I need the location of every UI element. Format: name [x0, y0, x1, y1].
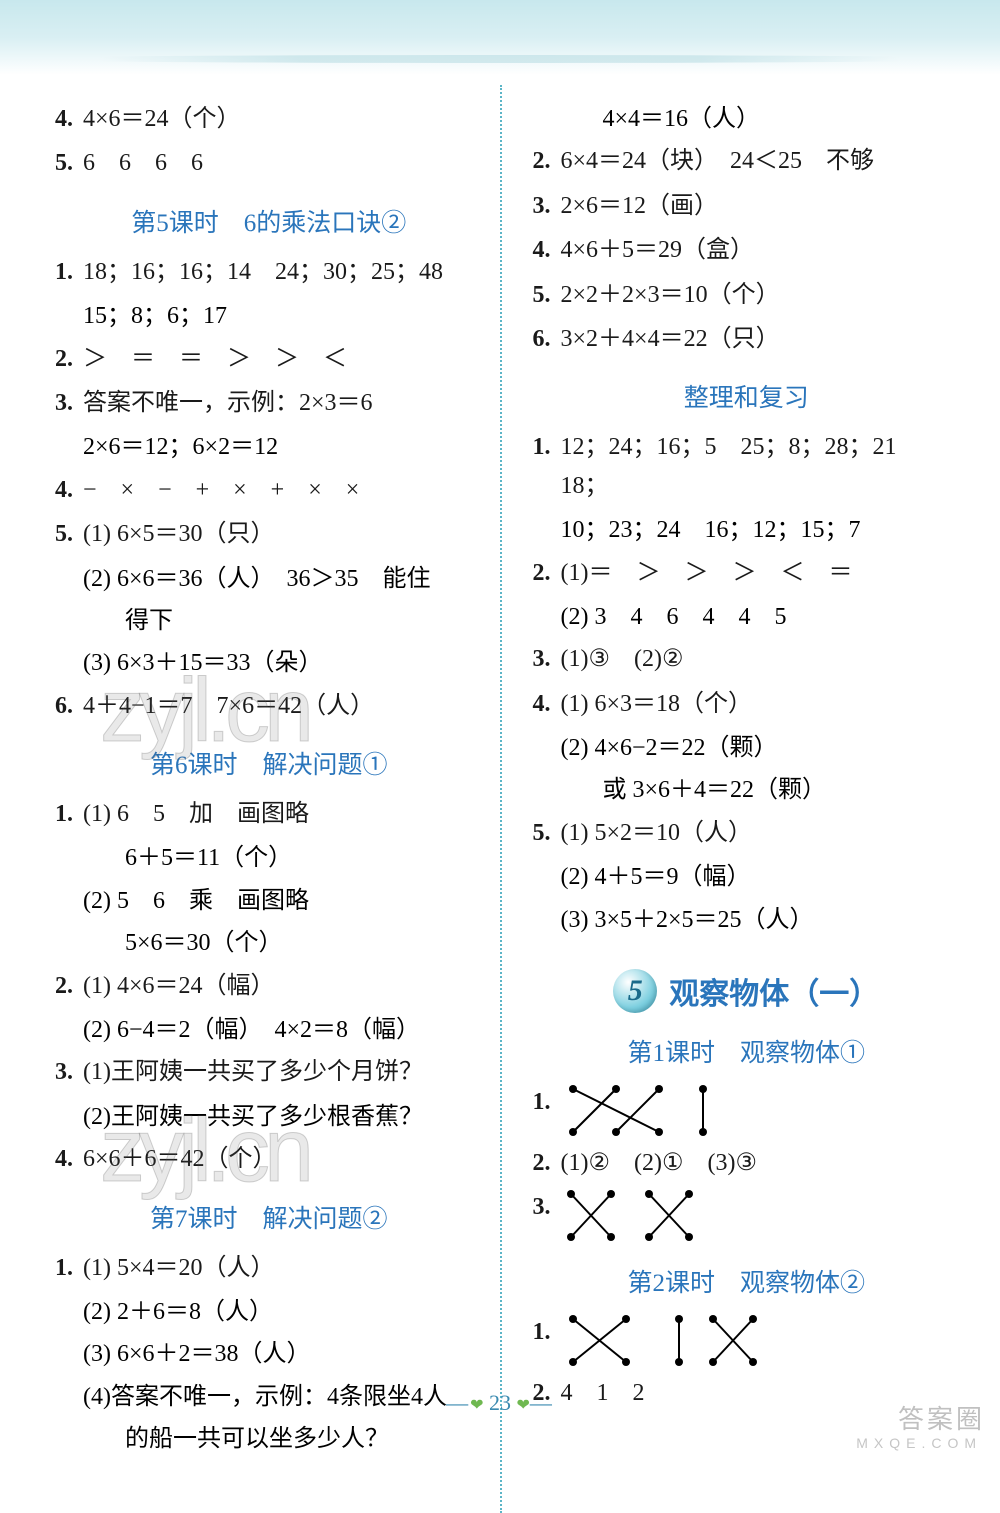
answer-item: 1.18；16；16；14 24；30；25；48 — [55, 253, 483, 291]
page-footer: —❤ 23 ❤— — [0, 1390, 1000, 1416]
chapter-name: 观察物体（一） — [669, 969, 879, 1013]
answer-item: 1.12；24；16；5 25；8；28；21 18； — [533, 428, 961, 505]
match-diagram — [561, 1083, 961, 1138]
obs1-q2: 2. (1)② (2)① (3)③ — [533, 1144, 961, 1182]
answer-sub: (3) 3×5＋2×5＝25（人） — [533, 901, 961, 939]
answer-sub: 4×4＝16（人） — [533, 100, 961, 138]
page-number: 23 — [489, 1390, 511, 1415]
section-5-title: 第5课时 6的乘法口诀② — [55, 203, 483, 239]
answer-sub: (2) 3 4 6 4 4 5 — [533, 598, 961, 636]
answer-sub: (3) 6×3＋15＝33（朵） — [55, 644, 483, 682]
answer-item: 3.答案不唯一，示例：2×3＝6 — [55, 384, 483, 422]
obs2-q1: 1. — [533, 1313, 961, 1368]
answer-item: 4.6×6＋6＝42（个） — [55, 1140, 483, 1178]
answer-item: 2.6×4＝24（块） 24＜25 不够 — [533, 142, 961, 180]
match-diagram — [561, 1313, 961, 1368]
chapter-number-badge: 5 — [613, 969, 657, 1013]
corner-watermark: 答案圈 — [898, 1399, 985, 1436]
obs1-q3: 3. — [533, 1188, 961, 1243]
answer-item: 6.4＋4−1＝7 7×6＝42（人） — [55, 687, 483, 725]
answer-item: 4.− × − + × + × × — [55, 471, 483, 509]
column-divider — [500, 85, 502, 1513]
answer-item: 4.4×6＝24（个） — [55, 100, 483, 138]
right-column: 4×4＝16（人） 2.6×4＝24（块） 24＜25 不够 3.2×6＝12（画）… — [508, 100, 961, 1463]
answer-sub: (2) 4×6−2＝22（颗） — [533, 729, 961, 767]
answer-sub: (2) 5 6 乘 画图略 — [55, 882, 483, 920]
answer-sub: 6＋5＝11（个） — [55, 839, 483, 877]
answer-item: 3.2×6＝12（画） — [533, 187, 961, 225]
answer-item: 3.(1)王阿姨一共买了多少个月饼？ — [55, 1053, 483, 1091]
answer-item: 5.(1) 6×5＝30（只） — [55, 515, 483, 553]
answer-sub: (2) 6×6＝36（人） 36＞35 能住 — [55, 560, 483, 598]
answer-sub: 或 3×6＋4＝22（颗） — [533, 771, 961, 809]
answer-item: 5.2×2＋2×3＝10（个） — [533, 276, 961, 314]
answer-item: 4.4×6＋5＝29（盒） — [533, 231, 961, 269]
content-area: 4.4×6＝24（个） 5.6 6 6 6 第5课时 6的乘法口诀② 1.18；1… — [0, 75, 1000, 1463]
answer-item: 3.(1)③ (2)② — [533, 640, 961, 678]
answer-item: 6.3×2＋4×4＝22（只） — [533, 320, 961, 358]
answer-item: 5.6 6 6 6 — [55, 144, 483, 182]
answer-sub: 得下 — [55, 602, 483, 640]
answer-item: 4.(1) 6×3＝18（个） — [533, 685, 961, 723]
section-6-title: 第6课时 解决问题① — [55, 745, 483, 781]
answer-sub: (2) 4＋5＝9（幅） — [533, 858, 961, 896]
answer-sub: (2) 6−4＝2（幅） 4×2＝8（幅） — [55, 1011, 483, 1049]
answer-sub: 2×6＝12；6×2＝12 — [55, 428, 483, 466]
top-banner — [0, 0, 1000, 75]
review-title: 整理和复习 — [533, 378, 961, 414]
corner-url: MXQE.COM — [856, 1435, 982, 1451]
answer-sub: 的船一共可以坐多少人？ — [55, 1420, 483, 1458]
answer-item: 2.＞ ＝ ＝ ＞ ＞ ＜ — [55, 340, 483, 378]
answer-sub: (2)王阿姨一共买了多少根香蕉？ — [55, 1098, 483, 1136]
obs1-q1: 1. — [533, 1083, 961, 1138]
answer-item: 5.(1) 5×2＝10（人） — [533, 814, 961, 852]
answer-sub: 15；8；6；17 — [55, 297, 483, 335]
match-diagram — [561, 1188, 961, 1243]
obs2-title: 第2课时 观察物体② — [533, 1263, 961, 1299]
answer-item: 1.(1) 6 5 加 画图略 — [55, 795, 483, 833]
answer-sub: 10；23；24 16；12；15；7 — [533, 511, 961, 549]
answer-item: 2.(1) 4×6＝24（幅） — [55, 967, 483, 1005]
answer-item: 1.(1) 5×4＝20（人） — [55, 1249, 483, 1287]
left-column: 4.4×6＝24（个） 5.6 6 6 6 第5课时 6的乘法口诀② 1.18；1… — [55, 100, 508, 1463]
obs1-title: 第1课时 观察物体① — [533, 1033, 961, 1069]
chapter-5-header: 5 观察物体（一） — [533, 969, 961, 1013]
answer-sub: 5×6＝30（个） — [55, 924, 483, 962]
answer-sub: (2) 2＋6＝8（人） — [55, 1293, 483, 1331]
answer-sub: (3) 6×6＋2＝38（人） — [55, 1335, 483, 1373]
section-7-title: 第7课时 解决问题② — [55, 1199, 483, 1235]
answer-item: 2.(1)＝ ＞ ＞ ＞ ＜ ＝ — [533, 554, 961, 592]
